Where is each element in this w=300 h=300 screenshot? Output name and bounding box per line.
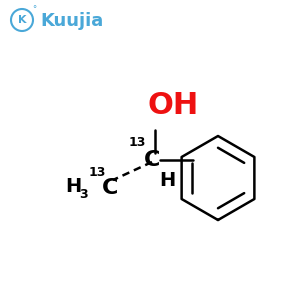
Text: °: ° [32,5,36,14]
Text: 3: 3 [79,188,87,200]
Text: C: C [102,178,118,198]
Text: 13: 13 [128,136,146,148]
Text: OH: OH [147,92,199,121]
Text: H: H [159,170,175,190]
Text: Kuujia: Kuujia [40,12,103,30]
Text: 13: 13 [88,167,106,179]
Text: H: H [65,176,81,196]
Text: K: K [18,15,26,25]
Text: C: C [144,150,160,170]
